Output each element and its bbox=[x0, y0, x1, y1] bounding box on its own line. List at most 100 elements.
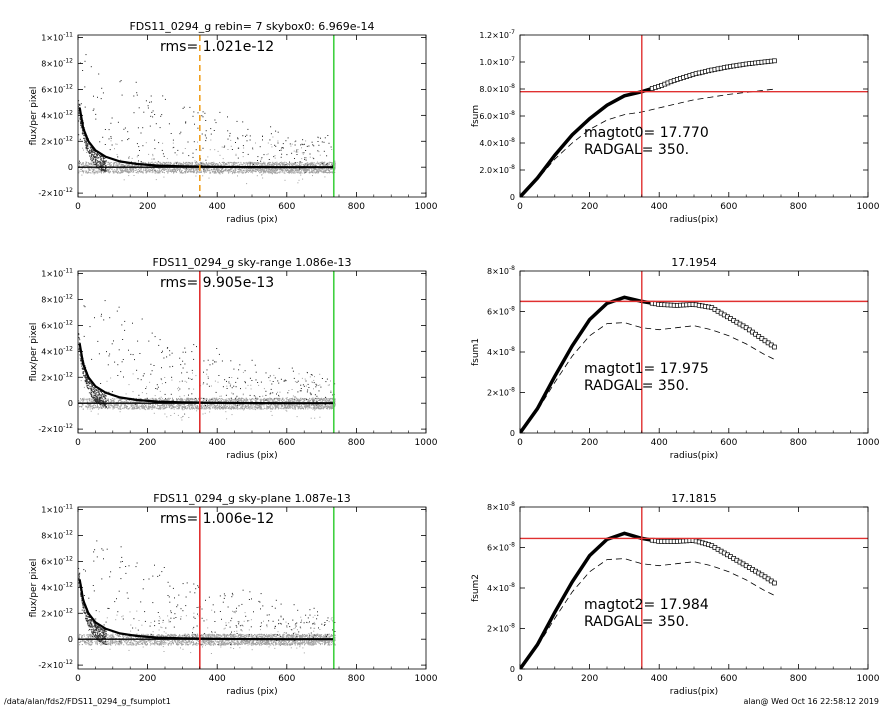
scatter-point bbox=[133, 171, 135, 173]
scatter-point bbox=[257, 164, 258, 166]
outlier-point bbox=[82, 70, 84, 71]
scatter-point bbox=[299, 171, 301, 173]
scatter-point bbox=[120, 168, 122, 170]
scatter-point bbox=[184, 168, 186, 170]
scatter-point bbox=[218, 167, 220, 169]
scatter-point bbox=[145, 170, 147, 172]
core-point bbox=[98, 157, 100, 159]
scatter-point bbox=[298, 167, 300, 169]
scatter-point bbox=[129, 400, 130, 402]
core-point bbox=[105, 160, 107, 162]
scatter-point bbox=[87, 164, 89, 166]
scatter-point bbox=[177, 168, 179, 170]
scatter-point bbox=[293, 162, 295, 164]
scatter-point bbox=[257, 397, 258, 399]
scatter-point bbox=[173, 408, 175, 410]
scatter-point bbox=[314, 417, 316, 419]
scatter-point bbox=[221, 171, 223, 173]
scatter-point bbox=[217, 169, 219, 171]
scatter-point bbox=[159, 170, 160, 172]
scatter-point bbox=[114, 403, 116, 405]
scatter-point bbox=[218, 165, 219, 167]
scatter-point bbox=[306, 404, 308, 406]
scatter-point bbox=[284, 407, 286, 409]
outlier-point bbox=[168, 123, 170, 125]
core-point bbox=[78, 112, 80, 114]
scatter-point bbox=[177, 170, 178, 171]
outlier-point bbox=[160, 115, 162, 117]
scatter-point bbox=[133, 170, 135, 172]
scatter-point bbox=[209, 163, 211, 165]
outlier-point bbox=[78, 162, 80, 164]
scatter-point bbox=[208, 405, 210, 407]
outlier-point bbox=[92, 109, 94, 111]
scatter-point bbox=[186, 164, 188, 166]
scatter-point bbox=[154, 405, 156, 407]
outlier-point bbox=[210, 128, 212, 130]
scatter-point bbox=[242, 171, 244, 173]
scatter-point bbox=[317, 405, 319, 407]
scatter-point bbox=[317, 169, 319, 171]
scatter-point bbox=[82, 165, 84, 167]
scatter-point bbox=[316, 171, 318, 173]
scatter-point bbox=[141, 171, 142, 173]
outlier-point bbox=[289, 161, 290, 163]
scatter-point bbox=[316, 407, 318, 409]
core-point bbox=[79, 117, 81, 119]
scatter-point bbox=[278, 401, 280, 403]
scatter-point bbox=[266, 170, 268, 172]
scatter-point bbox=[115, 170, 117, 172]
scatter-point bbox=[289, 165, 291, 167]
scatter-point bbox=[164, 169, 166, 171]
scatter-point bbox=[227, 399, 229, 401]
scatter-point bbox=[250, 168, 252, 170]
scatter-point bbox=[293, 172, 295, 174]
scatter-point bbox=[116, 167, 118, 169]
scatter-point bbox=[159, 398, 161, 400]
outlier-point bbox=[138, 107, 140, 109]
scatter-point bbox=[85, 172, 87, 174]
scatter-point bbox=[296, 169, 298, 171]
scatter-point bbox=[128, 172, 130, 174]
scatter-point bbox=[334, 160, 336, 162]
scatter-point bbox=[115, 171, 117, 173]
scatter-point bbox=[176, 164, 178, 166]
outlier-point bbox=[123, 165, 125, 167]
scatter-point bbox=[309, 163, 311, 165]
scatter-point bbox=[90, 164, 92, 166]
scatter-point bbox=[158, 167, 160, 169]
scatter-point bbox=[290, 169, 292, 171]
scatter-point bbox=[172, 147, 174, 149]
scatter-point bbox=[184, 405, 186, 407]
scatter-point bbox=[318, 405, 320, 407]
scatter-point bbox=[251, 168, 253, 170]
scatter-point bbox=[225, 167, 227, 169]
scatter-point bbox=[299, 165, 300, 167]
scatter-point bbox=[195, 168, 197, 170]
scatter-point bbox=[138, 165, 139, 167]
scatter-point bbox=[92, 162, 94, 164]
scatter-point bbox=[234, 399, 236, 401]
y-tick-label: 0 bbox=[510, 193, 515, 202]
scatter-point bbox=[272, 167, 274, 169]
scatter-point bbox=[187, 168, 189, 170]
core-point bbox=[78, 110, 80, 112]
scatter-point bbox=[151, 404, 153, 406]
rms-annotation: rms= 1.021e-12 bbox=[160, 39, 274, 55]
y-tick-label: -2×10-12 bbox=[38, 187, 73, 198]
scatter-point bbox=[221, 408, 223, 410]
scatter-point bbox=[189, 408, 191, 410]
scatter-point bbox=[205, 168, 207, 170]
scatter-point bbox=[295, 405, 297, 407]
scatter-point bbox=[175, 406, 176, 408]
y-tick-exponent: -8 bbox=[509, 83, 515, 90]
scatter-point bbox=[189, 407, 191, 409]
core-point bbox=[101, 160, 103, 162]
scatter-point bbox=[258, 171, 260, 173]
scatter-point bbox=[148, 407, 150, 409]
scatter-point bbox=[233, 399, 235, 401]
scatter-point bbox=[224, 164, 226, 166]
scatter-point bbox=[292, 395, 294, 397]
scatter-point bbox=[219, 167, 221, 169]
scatter-point bbox=[97, 170, 99, 172]
